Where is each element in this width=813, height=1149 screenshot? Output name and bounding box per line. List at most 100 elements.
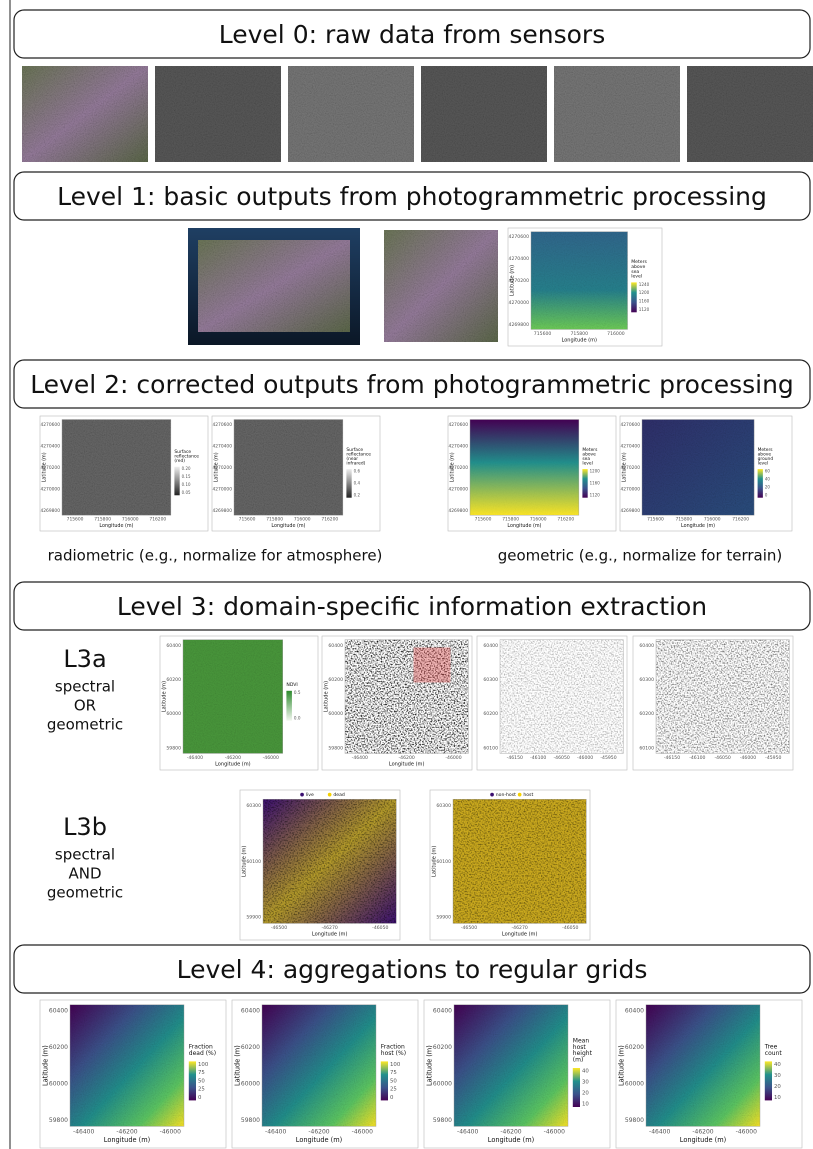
x-tick-label: -46200 <box>308 1128 329 1135</box>
page: { "sections": [ {"title": "Level 0: raw … <box>0 0 813 1149</box>
y-tick-label: 60200 <box>166 677 181 683</box>
legend-tick-label: 0.5 <box>294 690 301 695</box>
x-tick-label: 715800 <box>675 517 692 523</box>
raster-texture <box>183 640 283 754</box>
y-tick-label: 4270400 <box>620 443 640 449</box>
row-label: L3a <box>63 645 106 673</box>
x-tick-label: -46050 <box>372 925 388 931</box>
legend-tick-label: 50 <box>390 1078 397 1084</box>
y-tick-label: 4270600 <box>212 422 232 428</box>
raster-texture <box>642 420 754 516</box>
legend-tick-label: 75 <box>198 1070 205 1076</box>
x-tick-label: -46500 <box>271 925 287 931</box>
y-tick-label: 59800 <box>166 745 181 751</box>
legend-tick-label: 40 <box>765 476 771 481</box>
legend-tick-label: 75 <box>390 1070 397 1076</box>
legend-tick-label: 1200 <box>639 290 650 295</box>
section-title: Level 4: aggregations to regular grids <box>177 955 648 984</box>
y-tick-label: 60100 <box>639 745 654 751</box>
colorbar <box>631 282 637 312</box>
row-description: spectral <box>55 678 115 696</box>
y-tick-label: 60200 <box>639 711 654 717</box>
x-tick-label: 715600 <box>475 517 492 523</box>
x-tick-label: -46400 <box>187 755 203 761</box>
x-tick-label: -45950 <box>765 755 781 761</box>
legend-label: non-host <box>496 792 516 798</box>
y-tick-label: 60000 <box>241 1080 260 1087</box>
x-tick-label: -46200 <box>500 1128 521 1135</box>
legend-tick-label: 1120 <box>590 492 601 497</box>
legend-tick-label: 40 <box>582 1069 589 1075</box>
row-description: spectral <box>55 846 115 864</box>
x-tick-label: 715600 <box>647 517 664 523</box>
raster-points <box>500 640 623 754</box>
legend-tick-label: 1120 <box>639 307 650 312</box>
x-tick-label: 716200 <box>557 517 574 523</box>
y-tick-label: 60400 <box>49 1007 68 1014</box>
x-tick-label: 716200 <box>321 517 338 523</box>
y-tick-label: 4270000 <box>212 486 232 492</box>
legend-tick-label: 0.2 <box>354 492 361 497</box>
x-tick-label: -46400 <box>457 1128 478 1135</box>
x-tick-label: -45950 <box>600 755 616 761</box>
x-axis-label: Longitude (m) <box>561 338 597 344</box>
x-tick-label: 716000 <box>122 517 139 523</box>
x-tick-label: -46150 <box>664 755 680 761</box>
legend-tick-label: 1240 <box>639 282 650 287</box>
legend-tick-label: 10 <box>774 1095 781 1101</box>
legend-tick-label: 1160 <box>639 299 650 304</box>
legend-tick-label: 0.6 <box>354 468 361 473</box>
x-tick-label: -46400 <box>73 1128 94 1135</box>
section-title: Level 1: basic outputs from photogrammet… <box>57 182 767 211</box>
x-tick-label: 716000 <box>294 517 311 523</box>
legend-swatch <box>518 793 522 797</box>
y-tick-label: 60000 <box>166 711 181 717</box>
legend-tick-label: 0.10 <box>182 482 191 487</box>
legend-label: host <box>523 792 533 798</box>
x-tick-label: -46000 <box>577 755 593 761</box>
x-axis-label: Longitude (m) <box>296 1136 342 1144</box>
legend-tick-label: 1200 <box>590 468 601 473</box>
x-axis-label: Longitude (m) <box>104 1136 150 1144</box>
legend-title: (m) <box>573 1056 584 1063</box>
y-tick-label: 4270000 <box>509 300 530 306</box>
y-tick-label: 60400 <box>625 1007 644 1014</box>
y-tick-label: 60100 <box>246 859 261 865</box>
x-tick-label: -46200 <box>399 755 415 761</box>
y-tick-label: 60100 <box>436 859 451 865</box>
x-tick-label: 716200 <box>149 517 166 523</box>
legend-tick-label: 0.20 <box>182 466 191 471</box>
y-tick-label: 60200 <box>49 1044 68 1051</box>
colorbar <box>758 469 763 498</box>
x-tick-label: -46000 <box>740 755 756 761</box>
section-title: Level 2: corrected outputs from photogra… <box>30 370 794 399</box>
x-tick-label: 716000 <box>530 517 547 523</box>
raster-texture <box>234 420 343 516</box>
x-tick-label: -46200 <box>116 1128 137 1135</box>
legend-swatch <box>490 793 494 797</box>
y-tick-label: 4269800 <box>448 508 468 514</box>
legend-tick-label: 0.0 <box>294 715 301 720</box>
legend-tick-label: 20 <box>774 1084 781 1090</box>
y-tick-label: 4269800 <box>620 508 640 514</box>
y-tick-label: 4270600 <box>509 234 530 240</box>
x-tick-label: -46400 <box>265 1128 286 1135</box>
y-tick-label: 4270400 <box>509 256 530 262</box>
y-tick-label: 60100 <box>483 745 498 751</box>
x-tick-label: -46050 <box>554 755 570 761</box>
raster-texture <box>470 420 579 516</box>
x-tick-label: 715800 <box>266 517 283 523</box>
legend-swatch <box>300 793 304 797</box>
raster-texture <box>70 1005 184 1127</box>
y-tick-label: 4269800 <box>509 322 530 328</box>
legend-title: count <box>765 1050 783 1057</box>
colorbar <box>582 469 587 498</box>
colorbar <box>573 1068 580 1107</box>
x-tick-label: -46000 <box>736 1128 757 1135</box>
y-axis-label: Latitude (m) <box>432 846 438 877</box>
y-axis-label: Latitude (m) <box>41 452 47 482</box>
y-tick-label: 60000 <box>328 711 343 717</box>
y-tick-label: 60200 <box>625 1044 644 1051</box>
y-tick-label: 60400 <box>639 643 654 649</box>
y-tick-label: 59800 <box>49 1117 68 1124</box>
